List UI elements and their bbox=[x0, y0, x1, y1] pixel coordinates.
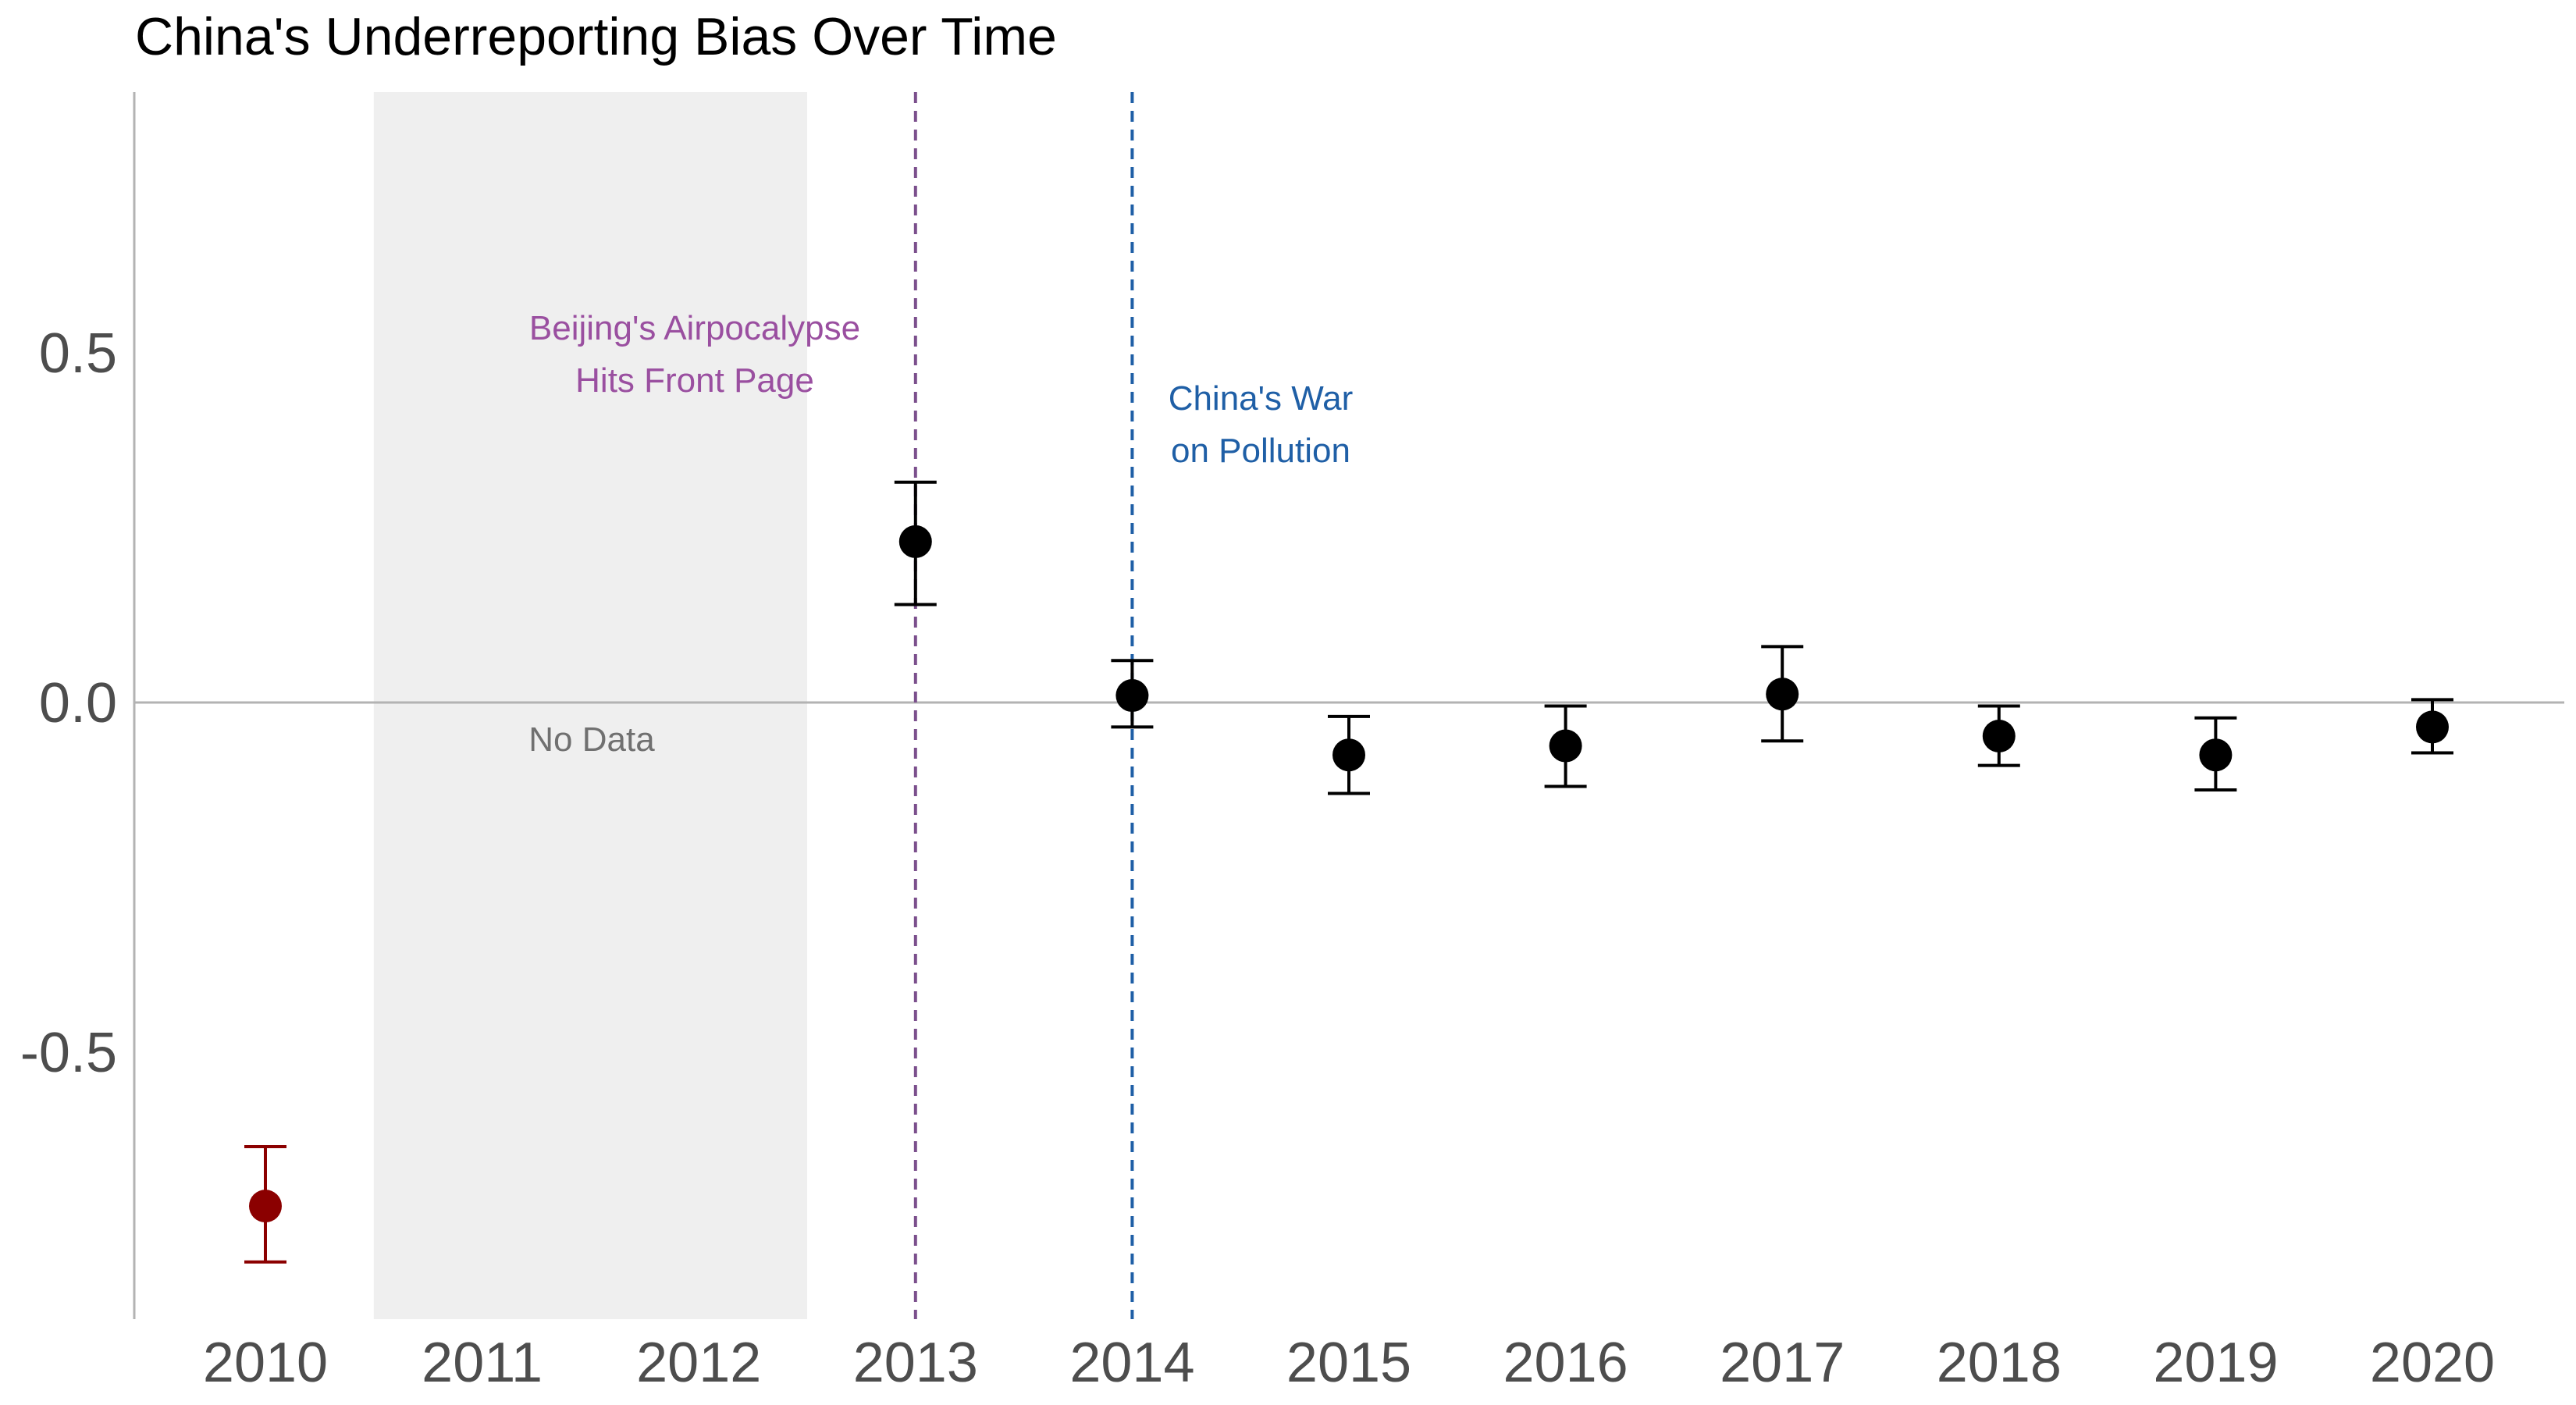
y-tick-0.5: 0.5 bbox=[39, 322, 117, 385]
point-2020 bbox=[2416, 710, 2449, 744]
y-tick-labels: 0.5 0.0 -0.5 bbox=[20, 322, 117, 1084]
point-2018 bbox=[1982, 720, 2016, 753]
x-tick-2015: 2015 bbox=[1286, 1332, 1411, 1394]
chart-title: China's Underreporting Bias Over Time bbox=[135, 7, 1057, 66]
x-tick-2012: 2012 bbox=[636, 1332, 761, 1394]
point-group-2010 bbox=[244, 1144, 286, 1264]
x-tick-labels: 2010 2011 2012 2013 2014 2015 2016 2017 2018 2019… bbox=[203, 1332, 2495, 1394]
x-tick-2010: 2010 bbox=[203, 1332, 328, 1394]
point-group-2017 bbox=[1761, 645, 1804, 743]
x-tick-2020: 2020 bbox=[2370, 1332, 2495, 1394]
point-group-2016 bbox=[1544, 704, 1587, 788]
x-tick-2011: 2011 bbox=[422, 1332, 543, 1394]
point-group-2015 bbox=[1328, 714, 1370, 795]
no-data-rect bbox=[373, 92, 807, 1319]
point-group-2020 bbox=[2411, 698, 2453, 755]
x-tick-2014: 2014 bbox=[1069, 1332, 1194, 1394]
point-group-2019 bbox=[2194, 716, 2237, 791]
point-2013 bbox=[898, 525, 932, 558]
point-group-2018 bbox=[1977, 704, 2020, 767]
point-2019 bbox=[2199, 738, 2233, 772]
y-tick--0.5: -0.5 bbox=[20, 1022, 117, 1084]
point-group-2014 bbox=[1111, 659, 1154, 729]
point-2016 bbox=[1549, 729, 1582, 763]
point-2014 bbox=[1115, 679, 1149, 713]
event-label-2013-line-2: Hits Front Page bbox=[575, 361, 814, 400]
event-label-2014-line-1: China's War bbox=[1169, 379, 1354, 418]
event-lines bbox=[913, 92, 1134, 1319]
x-tick-2016: 2016 bbox=[1503, 1332, 1628, 1394]
point-group-2013 bbox=[894, 480, 937, 606]
event-annotations: Beijing's Airpocalypse Hits Front Page Chi… bbox=[529, 309, 1353, 470]
no-data-region: No Data bbox=[373, 92, 807, 1319]
x-tick-2013: 2013 bbox=[853, 1332, 978, 1394]
x-tick-2017: 2017 bbox=[1720, 1332, 1845, 1394]
point-2010 bbox=[249, 1190, 282, 1223]
x-tick-2019: 2019 bbox=[2153, 1332, 2278, 1394]
y-tick-0.0: 0.0 bbox=[39, 672, 117, 735]
data-points bbox=[244, 480, 2453, 1264]
axes bbox=[133, 92, 2564, 1319]
no-data-label: No Data bbox=[528, 720, 655, 759]
event-label-2013-line-1: Beijing's Airpocalypse bbox=[529, 309, 860, 347]
x-tick-2018: 2018 bbox=[1937, 1332, 2062, 1394]
event-label-2014-line-2: on Pollution bbox=[1171, 432, 1350, 470]
point-2017 bbox=[1766, 678, 1799, 711]
point-2015 bbox=[1332, 738, 1365, 772]
